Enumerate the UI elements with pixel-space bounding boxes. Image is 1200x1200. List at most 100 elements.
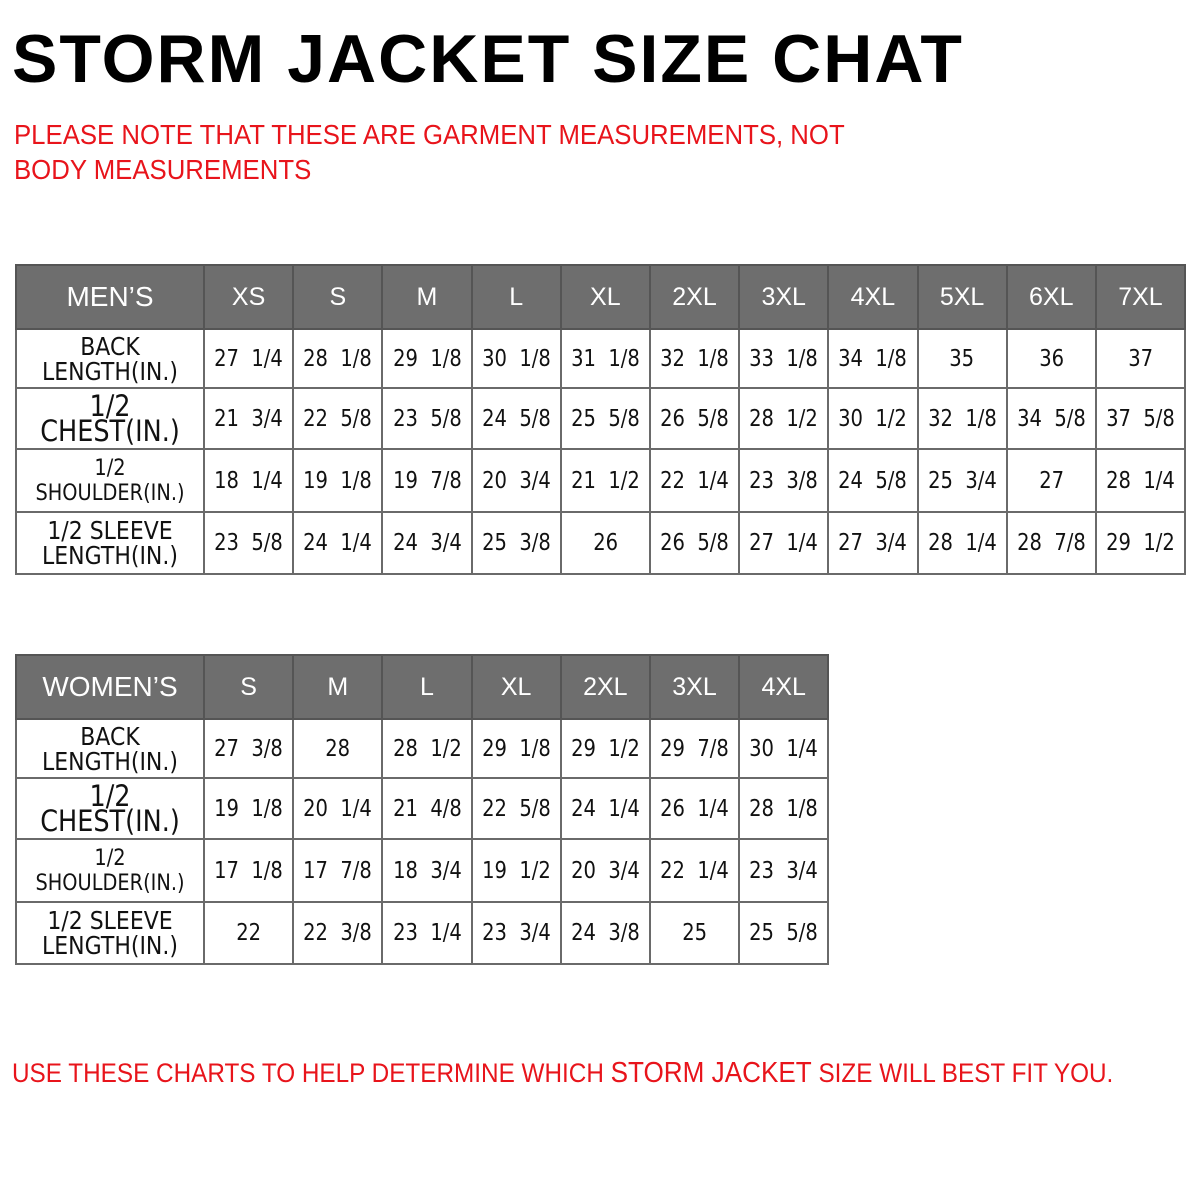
measurement-value-text: 30 1/8 [481,345,551,372]
measurement-value-text: 25 [682,920,707,946]
measurement-label: 1/2 SLEEVE LENGTH(IN.) [15,511,205,575]
measurement-label-text: 1/2 SLEEVE LENGTH(IN.) [42,516,178,570]
measurement-value: 20 1/4 [292,777,384,840]
measurement-value-text: 34 1/8 [838,345,908,372]
measurement-value: 23 1/4 [381,901,473,965]
size-header: 2XL [648,264,741,330]
measurement-value: 24 3/8 [559,901,651,965]
size-header-row: WOMEN’S S M L XL 2XL 3XL 4XL [15,654,830,720]
footer-text: USE THESE CHARTS TO HELP DETERMINE WHICH [12,1058,611,1088]
measurement-value: 27 1/4 [202,328,295,389]
measurement-value: 24 3/4 [381,511,473,575]
measurement-value-text: 35 [949,345,975,372]
measurement-value: 22 5/8 [470,777,562,840]
measurement-value-text: 19 1/8 [303,467,373,494]
measurement-value: 32 1/8 [916,387,1008,450]
measurement-value: 26 5/8 [648,387,741,450]
footer-note: USE THESE CHARTS TO HELP DETERMINE WHICH… [12,1057,1113,1090]
measurement-value: 32 1/8 [648,328,741,389]
measurement-value: 27 3/8 [202,718,295,779]
measurement-value: 25 3/4 [916,448,1008,513]
measurement-value: 30 1/4 [738,718,830,779]
measurement-row: BACK LENGTH(IN.) 27 1/4 28 1/8 29 1/8 30 1/8… [15,328,1187,389]
measurement-value: 17 7/8 [292,838,384,903]
measurement-value-text: 17 1/8 [214,857,283,884]
size-header: 7XL [1094,264,1187,330]
measurement-value: 28 [292,718,384,779]
measurement-value: 24 5/8 [827,448,919,513]
size-header: 6XL [1005,264,1097,330]
size-header: L [470,264,562,330]
table-title: MEN’S [15,264,205,330]
measurement-value-text: 21 3/4 [214,405,283,432]
measurement-row: 1/2 CHEST(IN.) 19 1/8 20 1/4 21 4/8 22 5/8 24… [15,777,830,840]
measurement-label-text: 1/2 CHEST(IN.) [40,388,180,448]
table-title: WOMEN’S [15,654,205,720]
measurement-value: 27 1/4 [738,511,830,575]
measurement-value: 28 1/8 [292,328,384,389]
measurement-value-text: 24 5/8 [481,405,551,432]
footer-text-end: SIZE WILL BEST FIT YOU. [811,1058,1114,1088]
measurement-value-text: 33 1/8 [749,345,819,372]
size-header: 3XL [738,264,830,330]
measurement-value: 22 5/8 [292,387,384,450]
measurement-value-text: 22 3/8 [303,920,373,946]
measurement-value-text: 26 [592,530,618,556]
measurement-value: 31 1/8 [559,328,651,389]
measurement-value: 25 [648,901,741,965]
measurement-value-text: 24 1/4 [570,795,640,822]
measurement-value: 29 7/8 [648,718,741,779]
measurement-row: BACK LENGTH(IN.) 27 3/8 28 28 1/2 29 1/8 29 1… [15,718,830,779]
measurement-value: 27 3/4 [827,511,919,575]
measurement-value: 28 1/8 [738,777,830,840]
size-header: L [381,654,473,720]
measurement-value-text: 22 5/8 [481,795,551,822]
measurement-value: 19 1/2 [470,838,562,903]
measurement-value: 17 1/8 [202,838,295,903]
measurement-label: 1/2 SHOULDER(IN.) [15,448,205,513]
measurement-label-text: BACK LENGTH(IN.) [42,331,178,386]
measurement-value-text: 18 1/4 [214,467,283,494]
measurement-value-text: 25 5/8 [749,920,819,946]
measurement-value-text: 17 7/8 [303,857,373,884]
size-header: 2XL [559,654,651,720]
measurement-value-text: 22 1/4 [660,857,729,884]
measurement-value: 18 3/4 [381,838,473,903]
measurement-value: 28 1/2 [381,718,473,779]
measurement-value-text: 29 1/8 [481,735,551,762]
measurement-label-text: 1/2 CHEST(IN.) [40,778,180,838]
measurement-value-text: 30 1/2 [838,405,908,432]
measurement-value-text: 28 7/8 [1016,530,1086,556]
measurement-label: 1/2 CHEST(IN.) [15,777,205,840]
measurement-value: 28 1/4 [916,511,1008,575]
measurement-value: 23 3/4 [470,901,562,965]
measurement-value: 28 1/2 [738,387,830,450]
measurement-value: 30 1/8 [470,328,562,389]
measurement-value-text: 27 1/4 [749,530,819,556]
measurement-value: 28 1/4 [1094,448,1187,513]
measurement-value-text: 37 [1128,345,1153,372]
measurement-value-text: 19 7/8 [392,467,462,494]
measurement-value-text: 23 1/4 [392,920,462,946]
measurement-value-text: 20 3/4 [570,857,640,884]
measurement-value-text: 24 3/8 [570,920,640,946]
measurement-value: 26 1/4 [648,777,741,840]
measurement-value-text: 21 4/8 [392,795,462,822]
measurement-value: 29 1/8 [381,328,473,389]
measurement-value-text: 27 1/4 [214,345,283,372]
measurement-value: 25 5/8 [559,387,651,450]
measurement-value: 28 7/8 [1005,511,1097,575]
measurement-value-text: 28 1/8 [749,795,819,822]
measurement-value-text: 29 1/8 [392,345,462,372]
measurement-value-text: 29 7/8 [660,735,729,762]
size-header: M [292,654,384,720]
measurement-value-text: 31 1/8 [570,345,640,372]
garment-measurement-note: PLEASE NOTE THAT THESE ARE GARMENT MEASU… [14,119,845,185]
measurement-value-text: 24 1/4 [303,530,373,556]
measurement-value-text: 26 5/8 [660,405,729,432]
footer-product-name: STORM JACKET [610,1057,812,1089]
measurement-value: 37 5/8 [1094,387,1187,450]
measurement-value-text: 28 1/4 [1106,467,1175,494]
measurement-value: 21 3/4 [202,387,295,450]
measurement-value: 20 3/4 [559,838,651,903]
